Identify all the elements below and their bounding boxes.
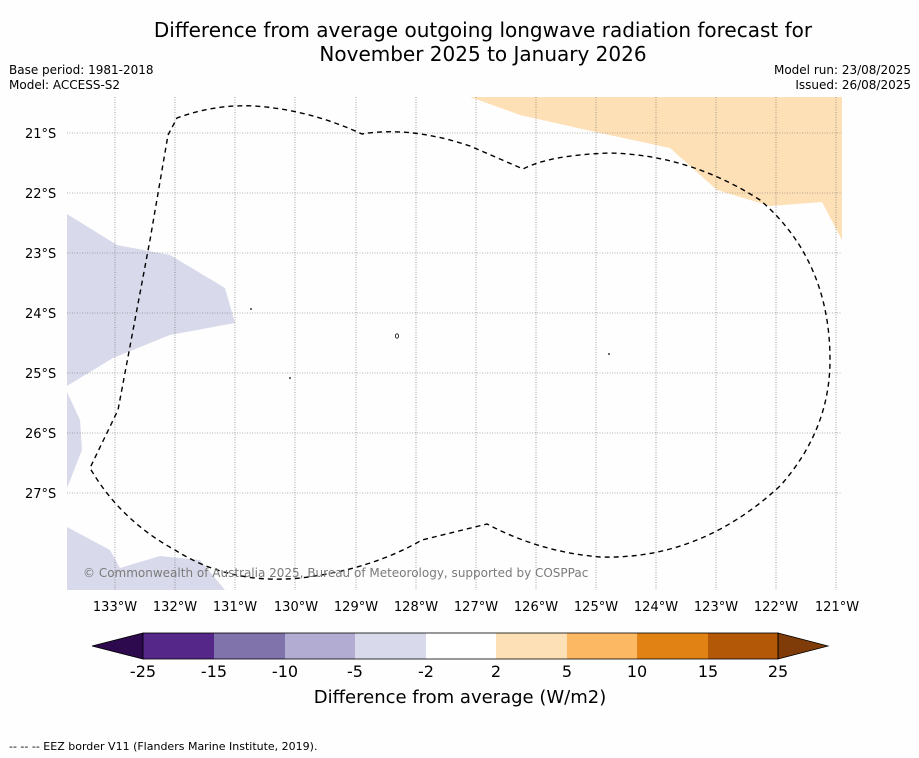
colorbar-tick: -2 [418,662,434,681]
map-title: Difference from average outgoing longwav… [40,18,919,66]
colorbar-bin [355,633,426,659]
colorbar-tick: 10 [627,662,647,681]
lon-label: 122°W [754,600,798,615]
colorbar-tick: -25 [130,662,156,681]
meta-left: Base period: 1981-2018 Model: ACCESS-S2 [9,63,154,93]
lon-label: 121°W [815,600,859,615]
island-mark [608,353,610,355]
lon-label: 124°W [634,600,678,615]
title-line-2: November 2025 to January 2026 [319,42,647,66]
colorbar-tick: 15 [698,662,718,681]
meta-right: Model run: 23/08/2025 Issued: 26/08/2025 [774,63,911,93]
lat-label: 23°S [25,247,56,262]
longitude-labels: 133°W 132°W 131°W 130°W 129°W 128°W 127°… [93,600,859,615]
lon-label: 126°W [514,600,558,615]
colorbar: -25 -15 -10 -5 -2 2 5 10 15 25 Differenc… [91,632,830,708]
colorbar-under-arrow [91,632,144,660]
issued-date: Issued: 26/08/2025 [795,78,911,92]
model-run: Model run: 23/08/2025 [773,63,911,77]
negative-anomaly-west-lower [67,392,82,488]
island-mark [250,308,252,310]
eez-border [89,105,831,580]
map-area: © Commonwealth of Australia 2025, Bureau… [67,97,842,590]
colorbar-tick: 2 [491,662,501,681]
colorbar-over-arrow [777,632,830,660]
colorbar-bin [426,633,496,659]
colorbar-bin [143,633,214,659]
lon-label: 128°W [394,600,438,615]
lat-label: 25°S [25,367,56,382]
colorbar-bin [637,633,708,659]
base-period: Base period: 1981-2018 [9,63,154,77]
colorbar-tick: -5 [347,662,363,681]
positive-anomaly-northeast [470,97,842,240]
latitude-labels: 21°S 22°S 23°S 24°S 25°S 26°S 27°S [25,127,56,502]
negative-anomaly-southwest [67,527,225,590]
lon-label: 130°W [274,600,318,615]
model-name: Model: ACCESS-S2 [9,78,121,92]
lon-label: 131°W [213,600,257,615]
lat-label: 27°S [25,487,56,502]
lon-label: 132°W [153,600,197,615]
colorbar-bin [214,633,285,659]
lat-label: 21°S [25,127,56,142]
island-mark [289,377,291,379]
colorbar-bin [285,633,355,659]
lat-label: 26°S [25,427,56,442]
colorbar-bin [708,633,778,659]
lon-label: 129°W [334,600,378,615]
lon-label: 123°W [694,600,738,615]
title-line-1: Difference from average outgoing longwav… [153,18,813,42]
colorbar-tick: -15 [201,662,227,681]
colorbar-bin [496,633,567,659]
colorbar-tick: -10 [272,662,298,681]
colorbar-bin [567,633,637,659]
colorbar-frame [142,632,779,660]
colorbar-tick: 25 [768,662,788,681]
colorbar-title: Difference from average (W/m2) [314,687,606,708]
lon-label: 127°W [454,600,498,615]
lat-label: 22°S [25,187,56,202]
lon-label: 133°W [93,600,137,615]
copyright-text: © Commonwealth of Australia 2025, Bureau… [83,566,588,580]
lon-label: 125°W [574,600,618,615]
negative-anomaly-west [67,214,235,386]
island-mark [394,333,399,339]
lat-label: 24°S [25,307,56,322]
gridlines [67,97,842,590]
footer-note: -- -- -- EEZ border V11 (Flanders Marine… [9,740,318,753]
colorbar-tick: 5 [562,662,572,681]
